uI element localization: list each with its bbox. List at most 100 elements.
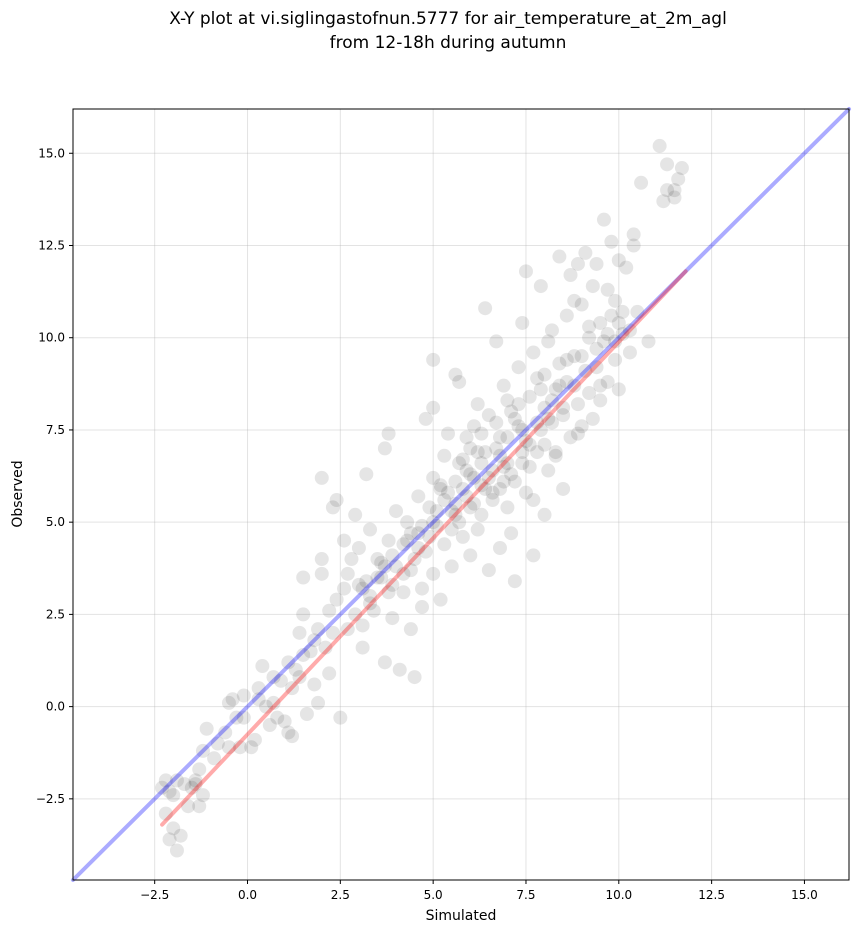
data-point (322, 603, 337, 618)
data-point (604, 308, 619, 323)
x-tick-label: 7.5 (516, 888, 535, 902)
data-point (433, 592, 448, 607)
data-point (492, 448, 507, 463)
data-point (515, 456, 530, 471)
data-point (415, 581, 430, 596)
data-point (533, 382, 548, 397)
data-point (162, 784, 177, 799)
x-tick-label: 15.0 (791, 888, 818, 902)
data-point (195, 788, 210, 803)
data-point (515, 422, 530, 437)
data-point (437, 448, 452, 463)
data-point (366, 603, 381, 618)
data-point (504, 467, 519, 482)
data-point (296, 570, 311, 585)
data-point (374, 555, 389, 570)
data-point (600, 282, 615, 297)
data-point (225, 692, 240, 707)
data-point (589, 360, 604, 375)
data-point (169, 773, 184, 788)
data-point (273, 673, 288, 688)
data-point (541, 463, 556, 478)
data-point (325, 625, 340, 640)
y-tick-label: −2.5 (36, 792, 65, 806)
data-point (611, 382, 626, 397)
data-point (496, 459, 511, 474)
data-point (541, 411, 556, 426)
data-point (337, 533, 352, 548)
data-point (426, 400, 441, 415)
data-point (489, 441, 504, 456)
data-point (266, 695, 281, 710)
data-point (166, 788, 181, 803)
data-point (444, 504, 459, 519)
data-point (615, 304, 630, 319)
data-point (188, 777, 203, 792)
y-tick-label: 5.0 (46, 515, 65, 529)
data-point (593, 315, 608, 330)
data-point (559, 352, 574, 367)
x-tick-label: 10.0 (605, 888, 632, 902)
data-point (155, 780, 170, 795)
data-point (377, 441, 392, 456)
data-point (355, 581, 370, 596)
y-tick-label: 12.5 (38, 238, 65, 252)
data-point (504, 526, 519, 541)
data-point (166, 821, 181, 836)
reference-lines (71, 107, 851, 882)
data-point (504, 404, 519, 419)
data-point (426, 352, 441, 367)
y-tick-label: 10.0 (38, 331, 65, 345)
data-point (448, 367, 463, 382)
data-point (452, 456, 467, 471)
data-point (192, 762, 207, 777)
data-point (474, 456, 489, 471)
data-point (518, 264, 533, 279)
data-point (496, 474, 511, 489)
data-point (671, 172, 686, 187)
data-point (660, 183, 675, 198)
data-point (288, 662, 303, 677)
data-point (641, 334, 656, 349)
y-tick-label: 15.0 (38, 146, 65, 160)
data-point (396, 585, 411, 600)
data-point (158, 806, 173, 821)
data-point (266, 670, 281, 685)
data-point (370, 570, 385, 585)
data-point (411, 489, 426, 504)
data-point (507, 411, 522, 426)
data-point (173, 828, 188, 843)
identity-line (71, 107, 851, 882)
data-point (533, 422, 548, 437)
data-point (448, 496, 463, 511)
data-point (474, 507, 489, 522)
data-point (511, 419, 526, 434)
data-point (281, 725, 296, 740)
data-point (626, 238, 641, 253)
data-point (622, 345, 637, 360)
x-tick-label: −2.5 (140, 888, 169, 902)
data-point (559, 308, 574, 323)
data-point (578, 363, 593, 378)
data-point (548, 445, 563, 460)
data-point (611, 253, 626, 268)
data-point (611, 315, 626, 330)
data-point (615, 327, 630, 342)
data-point (552, 249, 567, 264)
data-point (530, 445, 545, 460)
data-point (403, 526, 418, 541)
data-point (184, 780, 199, 795)
data-point (589, 341, 604, 356)
data-point (455, 529, 470, 544)
data-point (251, 692, 266, 707)
data-point (418, 411, 433, 426)
data-point (630, 304, 645, 319)
data-point (463, 548, 478, 563)
data-point (485, 485, 500, 500)
data-point (340, 622, 355, 637)
data-point (270, 710, 285, 725)
data-point (277, 714, 292, 729)
data-point (192, 799, 207, 814)
data-point (522, 389, 537, 404)
data-point (333, 710, 348, 725)
